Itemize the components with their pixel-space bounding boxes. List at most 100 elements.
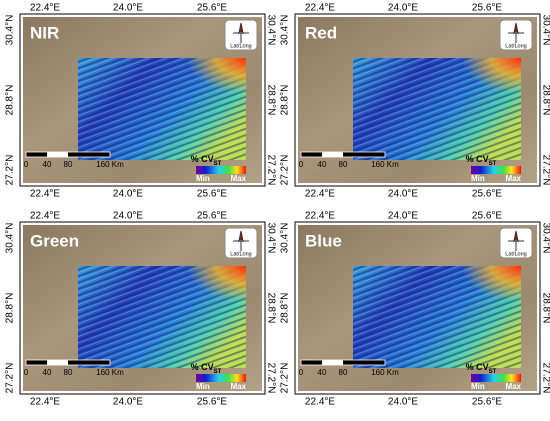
panel-title: NIR <box>30 23 59 42</box>
compass-label: Lat/Long <box>230 251 251 257</box>
legend-title-main: % CV <box>191 154 214 164</box>
legend-max: Max <box>505 174 521 183</box>
panel-title: Blue <box>305 231 342 250</box>
lat-label-right: 30.4°N <box>540 223 550 254</box>
scale-label: 40 <box>43 160 52 169</box>
legend-title-sub: ST <box>214 161 222 167</box>
legend-min: Min <box>471 382 485 391</box>
legend-title: % CVST <box>466 154 497 166</box>
lon-label-top: 22.4°E <box>305 211 335 222</box>
lon-label-bottom: 22.4°E <box>30 189 60 200</box>
legend-title-sub: ST <box>489 369 497 375</box>
legend-max: Max <box>505 382 521 391</box>
lat-label-right: 27.2°N <box>265 363 276 394</box>
legend-title-main: % CV <box>466 154 489 164</box>
scale-label: 40 <box>43 368 52 377</box>
lat-label-right: 28.8°N <box>540 293 550 324</box>
lon-label-top: 24.0°E <box>388 3 418 14</box>
legend-title: % CVST <box>191 362 222 374</box>
lat-label-left: 27.2°N <box>5 363 16 394</box>
scale-label: 40 <box>318 160 327 169</box>
panel-title: Red <box>305 23 337 42</box>
lat-label-right: 27.2°N <box>540 155 550 186</box>
lat-label-left: 27.2°N <box>280 155 291 186</box>
cv-hotspot <box>353 266 521 368</box>
lat-label-left: 28.8°N <box>280 85 291 116</box>
lat-label-left: 30.4°N <box>280 223 291 254</box>
compass-icon <box>233 230 249 251</box>
lon-label-bottom: 22.4°E <box>30 397 60 408</box>
legend-max: Max <box>230 382 246 391</box>
compass-icon <box>508 230 524 251</box>
colorbar <box>471 166 521 174</box>
legend-title: % CVST <box>466 362 497 374</box>
scale-label: 40 <box>318 368 327 377</box>
lon-label-top: 25.6°E <box>472 3 502 14</box>
lat-label-left: 28.8°N <box>280 293 291 324</box>
colorbar <box>196 374 246 382</box>
scale-label: 160 Km <box>96 368 124 377</box>
lon-label-top: 24.0°E <box>113 3 143 14</box>
legend-min: Min <box>471 174 485 183</box>
lon-label-top: 22.4°E <box>305 3 335 14</box>
lon-label-top: 24.0°E <box>113 211 143 222</box>
lon-label-bottom: 25.6°E <box>197 189 227 200</box>
colorbar <box>196 166 246 174</box>
scale-label: 0 <box>24 368 29 377</box>
scale-label: 0 <box>299 368 304 377</box>
compass-icon <box>508 22 524 43</box>
scale-bar-segment <box>322 360 343 365</box>
legend-title: % CVST <box>191 154 222 166</box>
lon-label-top: 22.4°E <box>30 211 60 222</box>
scale-label: 0 <box>299 160 304 169</box>
lon-label-top: 24.0°E <box>388 211 418 222</box>
lat-label-left: 27.2°N <box>280 363 291 394</box>
legend-title-sub: ST <box>489 161 497 167</box>
compass-label: Lat/Long <box>230 43 251 49</box>
scale-bar-segment <box>322 152 343 157</box>
lat-label-left: 28.8°N <box>5 85 16 116</box>
lon-label-bottom: 22.4°E <box>305 397 335 408</box>
lon-label-bottom: 22.4°E <box>305 189 335 200</box>
scale-label: 80 <box>339 160 348 169</box>
legend-min: Min <box>196 382 210 391</box>
cv-hotspot <box>78 266 246 368</box>
map-panel: NIR Lat/Long 22.4°E 22.4°E 24.0°E 24.0°E 25.6°… <box>5 3 277 200</box>
lat-label-left: 30.4°N <box>5 223 16 254</box>
legend-title-main: % CV <box>466 362 489 372</box>
lon-label-bottom: 25.6°E <box>472 397 502 408</box>
cv-hotspot <box>78 58 246 160</box>
lon-label-top: 25.6°E <box>472 211 502 222</box>
legend-max: Max <box>230 174 246 183</box>
panel-title: Green <box>30 231 79 250</box>
lat-label-right: 27.2°N <box>540 363 550 394</box>
legend-title-sub: ST <box>214 369 222 375</box>
lon-label-bottom: 24.0°E <box>388 189 418 200</box>
colorbar <box>471 374 521 382</box>
lon-label-top: 22.4°E <box>30 3 60 14</box>
lon-label-top: 25.6°E <box>197 211 227 222</box>
lon-label-top: 25.6°E <box>197 3 227 14</box>
lat-label-left: 30.4°N <box>280 15 291 46</box>
scale-label: 0 <box>24 160 29 169</box>
scale-label: 160 Km <box>371 160 399 169</box>
scale-label: 160 Km <box>371 368 399 377</box>
legend-min: Min <box>196 174 210 183</box>
legend-title-main: % CV <box>191 362 214 372</box>
compass-label: Lat/Long <box>505 251 526 257</box>
lat-label-right: 28.8°N <box>540 85 550 116</box>
compass-icon <box>233 22 249 43</box>
lat-label-right: 27.2°N <box>265 155 276 186</box>
lat-label-left: 30.4°N <box>5 15 16 46</box>
lat-label-right: 30.4°N <box>540 15 550 46</box>
lat-label-right: 30.4°N <box>265 223 276 254</box>
lat-label-left: 28.8°N <box>5 293 16 324</box>
lon-label-bottom: 24.0°E <box>113 397 143 408</box>
compass-label: Lat/Long <box>505 43 526 49</box>
scale-label: 80 <box>64 160 73 169</box>
lat-label-right: 28.8°N <box>265 85 276 116</box>
scale-label: 80 <box>339 368 348 377</box>
lon-label-bottom: 25.6°E <box>197 397 227 408</box>
scale-label: 160 Km <box>96 160 124 169</box>
